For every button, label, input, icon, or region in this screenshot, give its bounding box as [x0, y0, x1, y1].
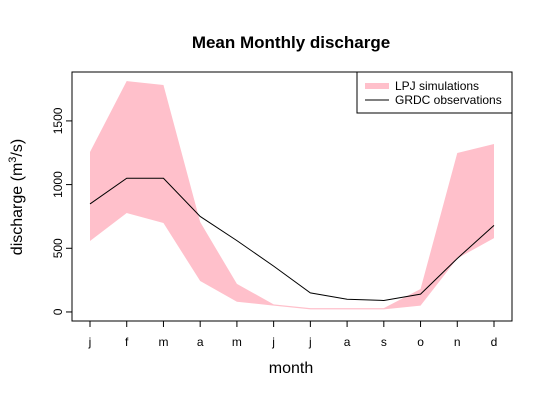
- y-tick-label: 1000: [51, 171, 65, 198]
- x-tick-label: s: [381, 335, 387, 349]
- y-label-part: /s): [9, 139, 26, 157]
- y-label-part: discharge (m: [9, 163, 26, 255]
- y-tick-label: 500: [51, 238, 65, 258]
- x-tick-label: j: [88, 335, 92, 349]
- y-label-sup: 3: [7, 157, 19, 163]
- chart-title: Mean Monthly discharge: [192, 33, 390, 52]
- plot-frame: [71, 71, 513, 322]
- band: [90, 81, 494, 310]
- x-tick-label: m: [158, 335, 168, 349]
- legend-label: GRDC observations: [395, 93, 502, 107]
- legend-label: LPJ simulations: [395, 79, 479, 93]
- x-tick-label: n: [454, 335, 461, 349]
- line: [89, 177, 495, 301]
- x-tick-label: j: [308, 335, 312, 349]
- y-tick-label: 1500: [51, 107, 65, 134]
- x-tick-label: j: [271, 335, 275, 349]
- legend-box: [356, 71, 513, 114]
- x-tick-label: a: [197, 335, 204, 349]
- x-tick-label: o: [417, 335, 424, 349]
- x-axis-label: month: [269, 360, 313, 377]
- y-tick-label: 0: [51, 308, 65, 315]
- y-axis-label: discharge (m3/s): [7, 139, 26, 255]
- x-tick-label: m: [232, 335, 242, 349]
- x-tick-label: d: [491, 335, 498, 349]
- x-tick-label: f: [125, 335, 129, 349]
- x-tick-label: a: [344, 335, 351, 349]
